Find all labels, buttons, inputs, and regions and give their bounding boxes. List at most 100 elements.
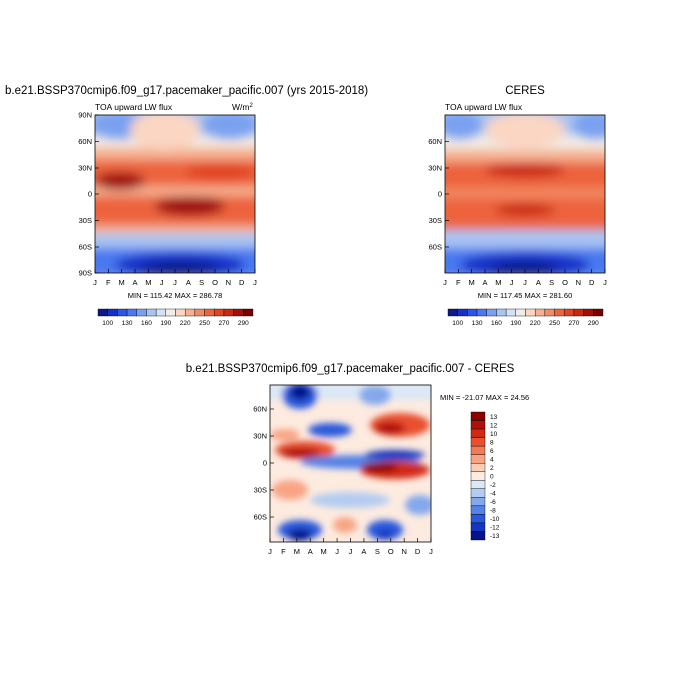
panel-3-x-tick-label: S (375, 547, 380, 556)
panel-3-x-tick-label: A (361, 547, 366, 556)
panel-2-x-tick-label: J (523, 278, 527, 287)
panel-3-y-tick-label: 0 (263, 459, 267, 468)
panel-1-y-tick-label: 90S (79, 269, 92, 278)
panel-3-y-tick-label: 30N (253, 432, 267, 441)
panel-1-stats: MIN = 115.42 MAX = 286.78 (128, 291, 223, 300)
panel-1-x-tick-label: J (253, 278, 257, 287)
panel-2-x-tick-label: J (443, 278, 447, 287)
panel-3-x-tick-label: D (415, 547, 421, 556)
panel-3-colorbar-box (470, 420, 486, 430)
panel-3-x-tick-label: J (268, 547, 272, 556)
panel-2-colorbar-box (496, 308, 507, 317)
panel-1-y-tick-label: 30S (79, 216, 92, 225)
panel-3-stats: MIN = -21.07 MAX = 24.56 (440, 393, 529, 402)
panel-3-x-tick-label: M (321, 547, 327, 556)
panel-2-x-tick-label: N (576, 278, 581, 287)
panel-1-x-tick-label: M (119, 278, 125, 287)
panel-1-title: b.e21.BSSP370cmip6.f09_g17.pacemaker_pac… (5, 85, 368, 97)
panel-2-x-tick-label: A (482, 278, 487, 287)
panel-2-plot (445, 115, 605, 273)
panel-2-colorbar-label: 220 (530, 320, 541, 327)
panel-2-colorbar-box (476, 308, 487, 317)
panel-3-y-axis: 60N 30N 0 30S 60S (253, 405, 274, 522)
panel-1-colorbar-box (175, 308, 186, 317)
panel-2-colorbar-box (593, 308, 604, 317)
panel-3-colorbar-label: 4 (490, 456, 494, 463)
panel-1-x-tick-label: S (199, 278, 204, 287)
panel-2-x-tick-label: M (469, 278, 475, 287)
panel-2-y-tick-label: 0 (438, 190, 442, 199)
panel-3-x-tick-label: M (294, 547, 300, 556)
panel-2-x-tick-label: F (456, 278, 461, 287)
panel-2-colorbar: 100 130 160 190 220 250 270 290 (447, 308, 604, 327)
panel-1-subtitle-left: TOA upward LW flux (95, 102, 173, 112)
panel-3-colorbar-label: 2 (490, 465, 494, 472)
panel-2-colorbar-label: 250 (549, 320, 560, 327)
panel-2-colorbar-box (564, 308, 575, 317)
panel-1-y-tick-label: 90N (78, 111, 92, 120)
panel-1-colorbar-label: 190 (160, 320, 171, 327)
panel-2-y-tick-label: 60S (429, 243, 442, 252)
panel-2-colorbar-box (486, 308, 497, 317)
panel-2-stats: MIN = 117.45 MAX = 281.60 (478, 291, 573, 300)
panel-1-x-tick-label: J (93, 278, 97, 287)
panel-1-colorbar-box (233, 308, 244, 317)
panel-2-colorbar-box (457, 308, 468, 317)
panel-1-y-tick-label: 0 (88, 190, 92, 199)
panel-2-x-tick-label: D (589, 278, 595, 287)
panel-3-colorbar-box (470, 480, 486, 489)
panel-2-title: CERES (505, 85, 545, 97)
panel-1-colorbar-box (194, 308, 205, 317)
panel-3-colorbar-box (470, 531, 486, 541)
panel-1-colorbar-box (136, 308, 147, 317)
panel-3-colorbar-box (470, 454, 486, 464)
panel-1-x-tick-label: A (186, 278, 191, 287)
panel-2-subtitle-left: TOA upward LW flux (445, 102, 523, 112)
panel-1-colorbar-box (126, 308, 137, 317)
panel-3-colorbar-label: 10 (490, 431, 498, 438)
panel-1-x-tick-label: F (106, 278, 111, 287)
panel-1-y-axis: 90N 60N 30N 0 30S 60S 90S (78, 111, 99, 278)
panel-1-units: W/m2 (232, 102, 253, 112)
panel-2-x-tick-label: S (549, 278, 554, 287)
panel-2-colorbar-box (505, 308, 517, 317)
panel-1-colorbar-box (184, 308, 196, 317)
panel-3-x-tick-label: N (401, 547, 406, 556)
panel-3-colorbar-box (470, 497, 486, 507)
panel-1-colorbar-box (97, 308, 108, 317)
panel-1-colorbar-box (243, 308, 254, 317)
panel-3-colorbar-box (470, 437, 486, 447)
panel-3-x-tick-label: J (349, 547, 353, 556)
panel-3-colorbar-label: -6 (490, 499, 496, 506)
panel-2-colorbar-box (467, 308, 478, 317)
panel-3-x-tick-label: O (388, 547, 394, 556)
panel-1-y-tick-label: 60N (78, 137, 92, 146)
panel-3-colorbar-box (470, 488, 486, 498)
panel-3-x-tick-label: J (335, 547, 339, 556)
panel-2-colorbar-box (554, 308, 565, 317)
panel-3-colorbar-label: -4 (490, 491, 496, 498)
panel-3-y-tick-label: 30S (254, 486, 267, 495)
panel-2-colorbar-box (534, 308, 546, 317)
panel-3-colorbar-label: -13 (490, 533, 500, 540)
panel-2-y-tick-label: 30N (428, 164, 442, 173)
panel-3-colorbar-box (470, 411, 486, 421)
panel-2-colorbar-box (515, 308, 526, 317)
panel-3-colorbar-box (470, 463, 486, 472)
panel-3-colorbar-label: -8 (490, 508, 496, 515)
panel-1-x-tick-label: A (132, 278, 137, 287)
panel-1-colorbar-box (117, 308, 128, 317)
panel-2-x-tick-label: A (536, 278, 541, 287)
panel-3-colorbar-box (470, 522, 486, 532)
panel-1-x-tick-label: J (173, 278, 177, 287)
panel-3-colorbar-label: 8 (490, 439, 494, 446)
panel-2-x-tick-label: M (495, 278, 501, 287)
panel-3-title: b.e21.BSSP370cmip6.f09_g17.pacemaker_pac… (186, 363, 515, 375)
panel-2-colorbar-label: 290 (588, 320, 599, 327)
panel-3-x-tick-label: J (429, 547, 433, 556)
panel-2-y-tick-label: 30S (429, 216, 442, 225)
